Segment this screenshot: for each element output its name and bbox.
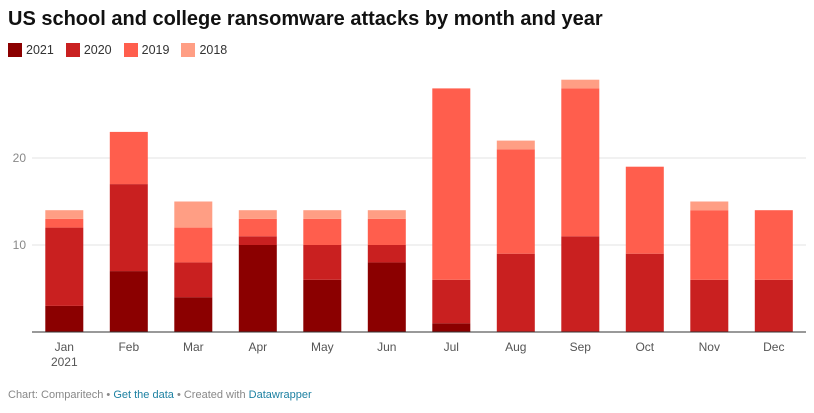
legend-item-2021: 2021 — [8, 43, 54, 57]
bar-jan-2020 — [45, 227, 84, 306]
bar-dec-2020 — [754, 279, 793, 332]
bar-aug-2018 — [496, 140, 535, 150]
x-tick-label-jun: Jun — [377, 340, 396, 354]
x-tick-label-aug: Aug — [505, 340, 526, 354]
legend-swatch-2020 — [65, 43, 80, 57]
bar-may-2018 — [303, 210, 342, 219]
bar-jul-2020 — [432, 279, 471, 324]
legend-label-2019: 2019 — [141, 43, 170, 57]
legend-label-2018: 2018 — [199, 43, 228, 57]
bar-jul-2019 — [432, 88, 471, 280]
legend-label-2020: 2020 — [83, 43, 112, 57]
bar-sep-2018 — [561, 79, 600, 89]
bar-apr-2021 — [238, 245, 277, 332]
bar-jun-2020 — [367, 245, 406, 263]
bar-mar-2020 — [174, 262, 213, 298]
x-tick-label-may: May — [311, 340, 334, 354]
chart-title: US school and college ransomware attacks… — [8, 8, 603, 30]
bar-dec-2019 — [754, 210, 793, 280]
bar-oct-2020 — [625, 253, 664, 332]
bar-jan-2018 — [45, 210, 84, 219]
legend: 2021 2020 2019 2018 — [8, 43, 227, 57]
bar-aug-2019 — [496, 149, 535, 254]
bar-aug-2020 — [496, 253, 535, 332]
bar-nov-2019 — [690, 210, 729, 280]
bar-apr-2020 — [238, 236, 277, 245]
x-tick-label-apr: Apr — [248, 340, 267, 354]
x-tick-label-mar: Mar — [183, 340, 204, 354]
bar-jun-2018 — [367, 210, 406, 219]
bar-jan-2019 — [45, 218, 84, 228]
bar-oct-2019 — [625, 166, 664, 254]
footer-separator: • — [103, 389, 114, 401]
get-data-link[interactable]: Get the data — [113, 389, 174, 401]
x-tick-label-feb: Feb — [118, 340, 139, 354]
source-credit: Chart: Comparitech — [8, 389, 104, 401]
x-tick-label-nov: Nov — [699, 340, 720, 354]
legend-label-2021: 2021 — [26, 43, 54, 57]
x-tick-label-jan: Jan — [55, 340, 74, 354]
datawrapper-link[interactable]: Datawrapper — [248, 389, 312, 401]
bar-mar-2018 — [174, 201, 213, 228]
legend-swatch-2021 — [8, 43, 22, 57]
bar-feb-2021 — [109, 271, 148, 332]
bar-sep-2019 — [561, 88, 600, 237]
bar-jun-2019 — [367, 218, 406, 245]
x-tick-label-dec: Dec — [763, 340, 784, 354]
legend-item-2019: 2019 — [123, 43, 170, 57]
legend-swatch-2019 — [123, 43, 138, 57]
bar-may-2021 — [303, 279, 342, 332]
bar-jun-2021 — [367, 262, 406, 332]
bar-apr-2018 — [238, 210, 277, 219]
legend-item-2020: 2020 — [65, 43, 112, 57]
x-tick-sublabel-year: 2021 — [51, 355, 78, 369]
bar-mar-2021 — [174, 297, 213, 332]
x-tick-label-jul: Jul — [444, 340, 459, 354]
legend-swatch-2018 — [181, 43, 196, 57]
chart-footer: Chart: Comparitech • Get the data • Crea… — [8, 389, 312, 401]
bar-nov-2018 — [690, 201, 729, 211]
x-tick-label-oct: Oct — [635, 340, 654, 354]
legend-item-2018: 2018 — [181, 43, 227, 57]
bar-sep-2020 — [561, 236, 600, 332]
bar-feb-2020 — [109, 184, 148, 272]
bar-jan-2021 — [45, 305, 84, 332]
x-tick-label-sep: Sep — [570, 340, 592, 354]
bar-nov-2020 — [690, 279, 729, 332]
y-tick-label-20: 20 — [13, 151, 27, 165]
bar-feb-2019 — [109, 131, 148, 185]
bar-may-2020 — [303, 245, 342, 280]
footer-created-with: • Created with — [173, 389, 249, 401]
y-tick-label-10: 10 — [13, 238, 27, 252]
bar-mar-2019 — [174, 227, 213, 263]
bar-may-2019 — [303, 218, 342, 245]
bar-apr-2019 — [238, 218, 277, 237]
bar-jul-2021 — [432, 323, 471, 332]
